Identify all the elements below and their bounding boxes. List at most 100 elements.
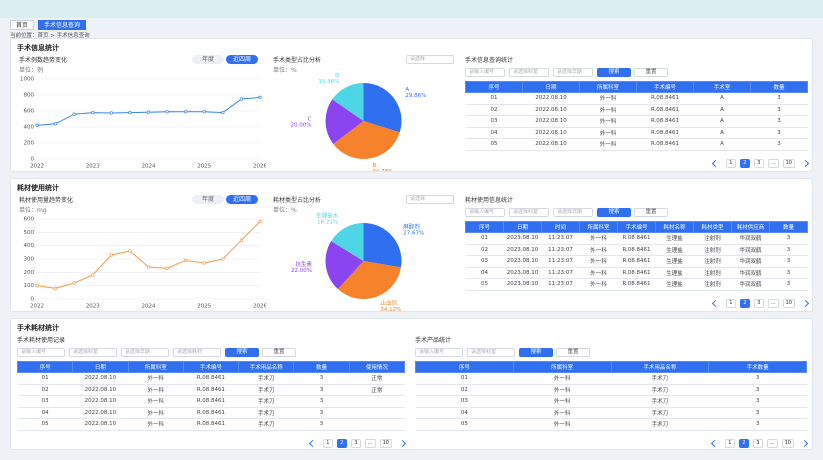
button[interactable]: 重置 [634, 208, 668, 217]
filter-input[interactable]: 请选择科室 [69, 348, 117, 357]
next-page[interactable] [801, 299, 810, 307]
page-button[interactable]: 2 [739, 158, 750, 168]
page-button[interactable]: 3 [350, 438, 361, 448]
table-cell: 外一科 [579, 115, 637, 128]
filter-input[interactable]: 请选择日期 [553, 208, 593, 217]
slice-name: D [335, 73, 339, 79]
button[interactable]: 搜索 [597, 68, 631, 77]
table-row: 04 外一科 手术刀 3 [415, 407, 807, 419]
table-cell: 外一科 [579, 104, 637, 116]
y-tick-label: 0 [31, 297, 35, 303]
prev-page[interactable] [710, 439, 718, 447]
table-cell: R.08.8461 [183, 384, 239, 396]
page-button[interactable]: 10 [782, 158, 795, 168]
table-row: 05 2023.08.10 11:23:07 外一科 R.08.8461 生理盐 注射剂 华润… [465, 278, 808, 291]
page-button[interactable]: ... [767, 158, 779, 168]
page-button[interactable]: 1 [725, 298, 736, 308]
page-button[interactable]: 1 [725, 158, 736, 168]
button[interactable]: 搜索 [225, 348, 259, 357]
page-button[interactable]: 3 [753, 298, 764, 308]
data-point [109, 111, 113, 115]
table-cell: 3 [750, 138, 808, 151]
filter-input[interactable]: 请选择科室 [467, 348, 515, 357]
table-cell: 外一科 [579, 138, 637, 151]
table-cell: 手术刀 [238, 407, 294, 419]
pie-slice [332, 83, 364, 121]
toggle-button[interactable]: 近四周 [226, 195, 258, 204]
table-wrap: 序号 所属科室 手术用品名称 手术数量 01 外一科 手术刀 3 02 外一科 手术刀 3 03 外一科手… [415, 361, 807, 431]
button[interactable]: 重置 [262, 348, 296, 357]
table-cell: R.08.8461 [183, 407, 239, 419]
table-cell: R.08.8461 [636, 115, 694, 128]
column-header: 手术室 [693, 81, 751, 93]
button[interactable]: 搜索 [597, 208, 631, 217]
prev-page[interactable] [711, 159, 719, 167]
button[interactable]: 重置 [634, 68, 668, 77]
dropdown[interactable]: 请选择 [406, 55, 454, 64]
table-title: 手术耗材使用记录 [17, 337, 66, 344]
page-button[interactable]: 10 [781, 438, 794, 448]
page-button[interactable]: 10 [782, 298, 795, 308]
column-header: 所属科室 [579, 221, 618, 233]
button[interactable]: 搜索 [519, 348, 553, 357]
prev-page[interactable] [711, 299, 719, 307]
data-point [146, 265, 151, 269]
filter-input[interactable]: 请选择科室 [509, 208, 549, 217]
table-cell: 生理盐 [655, 255, 694, 268]
table-cell: 2022.08.10 [522, 92, 580, 105]
filter-input[interactable]: 请选择耗材 [173, 348, 221, 357]
column-header: 序号 [16, 361, 74, 373]
page-button[interactable]: 3 [753, 158, 764, 168]
page-button[interactable]: 3 [752, 438, 763, 448]
table-cell: 外一科 [128, 372, 184, 385]
page-button[interactable]: 1 [322, 438, 333, 448]
data-point [202, 110, 206, 114]
page-button[interactable]: 2 [739, 298, 750, 308]
dropdown[interactable]: 请选择 [406, 195, 454, 204]
table-cell: 2022.08.10 [522, 104, 580, 116]
table-cell: 手术刀 [238, 372, 294, 385]
toggle-button[interactable]: 近四周 [226, 55, 258, 64]
filter-input[interactable]: 请选择日期 [121, 348, 169, 357]
page-button[interactable]: 1 [724, 438, 735, 448]
toggle-button[interactable]: 年度 [192, 195, 224, 204]
data-point [53, 122, 58, 126]
page-button[interactable]: 2 [738, 438, 749, 448]
data-point [239, 97, 244, 101]
filter-input[interactable]: 请输入编号 [415, 348, 463, 357]
table-cell: 手术刀 [611, 407, 709, 419]
page-button[interactable]: ... [364, 438, 376, 448]
table-row: 05 2022.08.10 外一科 R.08.8461 手术刀 3 [17, 418, 405, 431]
x-tick-label: 2022 [30, 304, 44, 310]
page-button[interactable]: 10 [379, 438, 392, 448]
filter-input[interactable]: 请选择日期 [553, 68, 593, 77]
filter-input[interactable]: 请输入编号 [17, 348, 65, 357]
button[interactable]: 重置 [556, 348, 590, 357]
toggle-button[interactable]: 年度 [192, 55, 224, 64]
page-button[interactable]: ... [767, 298, 779, 308]
page-button[interactable]: 2 [336, 438, 347, 448]
page-button[interactable]: ... [766, 438, 778, 448]
data-point [35, 284, 39, 288]
table-cell: 04 [17, 407, 73, 419]
next-page[interactable] [398, 439, 407, 447]
table-cell [349, 395, 405, 408]
table-cell: 11:23:07 [541, 255, 580, 268]
header-row: 序号 所属科室 手术用品名称 手术数量 [415, 361, 807, 373]
y-tick-label: 0 [31, 157, 35, 163]
pie-slice [337, 261, 401, 299]
next-page[interactable] [800, 439, 809, 447]
data-point [258, 220, 262, 224]
column-header: 日期 [522, 81, 580, 93]
filter-input[interactable]: 请输入编号 [465, 208, 505, 217]
panel-title: 耗材使用统计 [17, 184, 59, 192]
y-tick-label: 600 [24, 217, 35, 223]
next-page[interactable] [801, 159, 810, 167]
prev-page[interactable] [308, 439, 316, 447]
data-point [165, 266, 169, 270]
filter-input[interactable]: 请输入编号 [465, 68, 505, 77]
data-point [221, 110, 225, 115]
filter-input[interactable]: 请选择科室 [509, 68, 549, 77]
tab[interactable]: 手术信息查询 [38, 20, 87, 30]
tab[interactable]: 首页 [10, 20, 35, 30]
